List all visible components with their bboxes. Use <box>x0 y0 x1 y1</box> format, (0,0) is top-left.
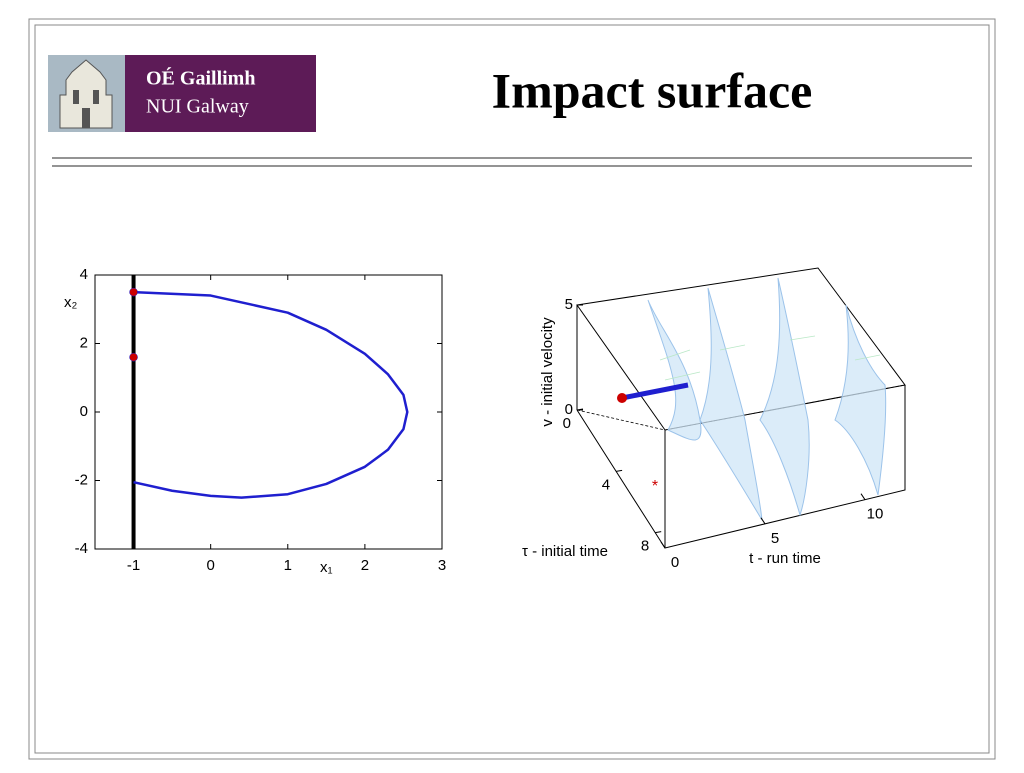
start-point <box>617 393 627 403</box>
logo: OÉ Gaillimh NUI Galway <box>48 55 316 132</box>
logo-text: OÉ Gaillimh <box>146 67 255 90</box>
logo-building <box>59 59 113 129</box>
x-tick <box>660 541 666 549</box>
surface-sheet <box>759 277 810 517</box>
x-axis-label: x₁ <box>320 559 333 576</box>
y-tick-label: 4 <box>602 476 610 493</box>
z-tick-label: 0 <box>565 401 573 418</box>
z-axis-label: v - initial velocity <box>539 317 556 427</box>
trajectory <box>621 382 689 401</box>
x-axis-label: t - run time <box>749 550 821 567</box>
logo-door <box>82 108 90 128</box>
x-tick-label: 3 <box>438 557 446 574</box>
asterisk-marker: * <box>652 478 658 495</box>
box-front <box>664 385 906 549</box>
box-edge <box>576 305 666 549</box>
y-tick-label: 2 <box>80 334 88 351</box>
mesh-line <box>659 335 881 381</box>
x-tick-label: 0 <box>206 557 214 574</box>
y-tick <box>655 531 662 534</box>
x-tick-label: -1 <box>127 557 140 574</box>
point <box>129 287 138 297</box>
x-tick-label: 2 <box>361 557 369 574</box>
x-tick-label: 5 <box>771 530 779 547</box>
y-axis-label: x₂ <box>64 294 78 311</box>
surface: * <box>576 267 906 549</box>
y-tick-label: -2 <box>75 471 88 488</box>
frame-inner <box>34 24 990 754</box>
surface-sheet <box>834 304 887 496</box>
x-tick-label: 1 <box>284 557 292 574</box>
line <box>133 290 409 499</box>
z-tick-label: 5 <box>565 296 573 313</box>
slide-title: Impact surface <box>492 62 813 118</box>
y-axis-label: τ - initial time <box>522 543 608 560</box>
x-tick <box>760 517 766 525</box>
x-tick-label: 10 <box>867 506 884 523</box>
y-tick-label: 0 <box>563 415 571 432</box>
logo-window <box>73 90 79 104</box>
y-tick <box>616 469 623 472</box>
logo-text: NUI Galway <box>146 96 249 118</box>
y-tick-label: 8 <box>641 538 649 555</box>
y-tick-label: 0 <box>80 403 88 420</box>
surface-sheet <box>647 299 702 441</box>
plot-area <box>94 274 443 550</box>
x-tick <box>860 493 866 500</box>
logo-window <box>93 90 99 104</box>
logo-panel <box>125 55 316 132</box>
y-tick-label: 4 <box>80 266 88 283</box>
point <box>129 352 138 362</box>
y-tick-label: -4 <box>75 540 88 557</box>
frame-outer <box>28 18 996 760</box>
x-tick-label: 0 <box>671 554 679 571</box>
